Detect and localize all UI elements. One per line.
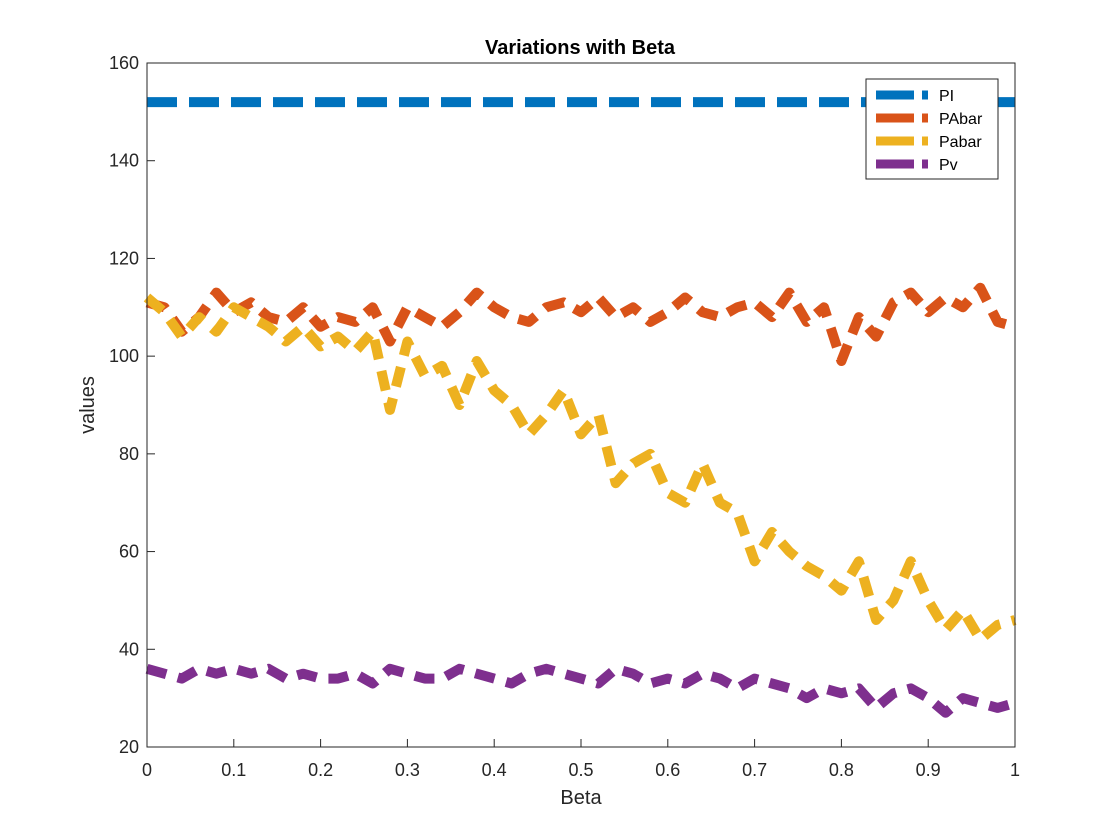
y-axis-label: values	[77, 376, 99, 434]
x-tick-label: 1	[1010, 760, 1020, 780]
x-tick-label: 0.8	[829, 760, 854, 780]
legend: PI PAbar Pabar Pv	[865, 78, 999, 180]
y-tick-label: 80	[119, 444, 139, 464]
series-line-pv	[145, 663, 1017, 718]
x-axis-label: Beta	[560, 787, 602, 809]
legend-label: PI	[939, 88, 954, 105]
x-tick-label: 0.2	[308, 760, 333, 780]
legend-label: Pabar	[939, 134, 982, 151]
x-tick-label: 0.5	[568, 760, 593, 780]
series-line-pabar	[143, 293, 1017, 645]
x-tick-label: 0.6	[655, 760, 680, 780]
y-tick-label: 40	[119, 639, 139, 659]
x-tick-label: 0.1	[221, 760, 246, 780]
x-tick-label: 0.9	[916, 760, 941, 780]
x-tick-label: 0.7	[742, 760, 767, 780]
x-tick-label: 0.4	[482, 760, 507, 780]
y-tick-label: 60	[119, 542, 139, 562]
y-tick-label: 140	[109, 151, 139, 171]
legend-label: PAbar	[939, 111, 983, 128]
series-line-pabar	[145, 282, 1017, 366]
y-tick-label: 20	[119, 737, 139, 757]
x-tick-label: 0	[142, 760, 152, 780]
legend-label: Pv	[939, 157, 958, 174]
x-tick-label: 0.3	[395, 760, 420, 780]
y-tick-label: 100	[109, 346, 139, 366]
y-tick-label: 120	[109, 248, 139, 268]
y-tick-label: 160	[109, 53, 139, 73]
chart-title: Variations with Beta	[485, 37, 676, 59]
